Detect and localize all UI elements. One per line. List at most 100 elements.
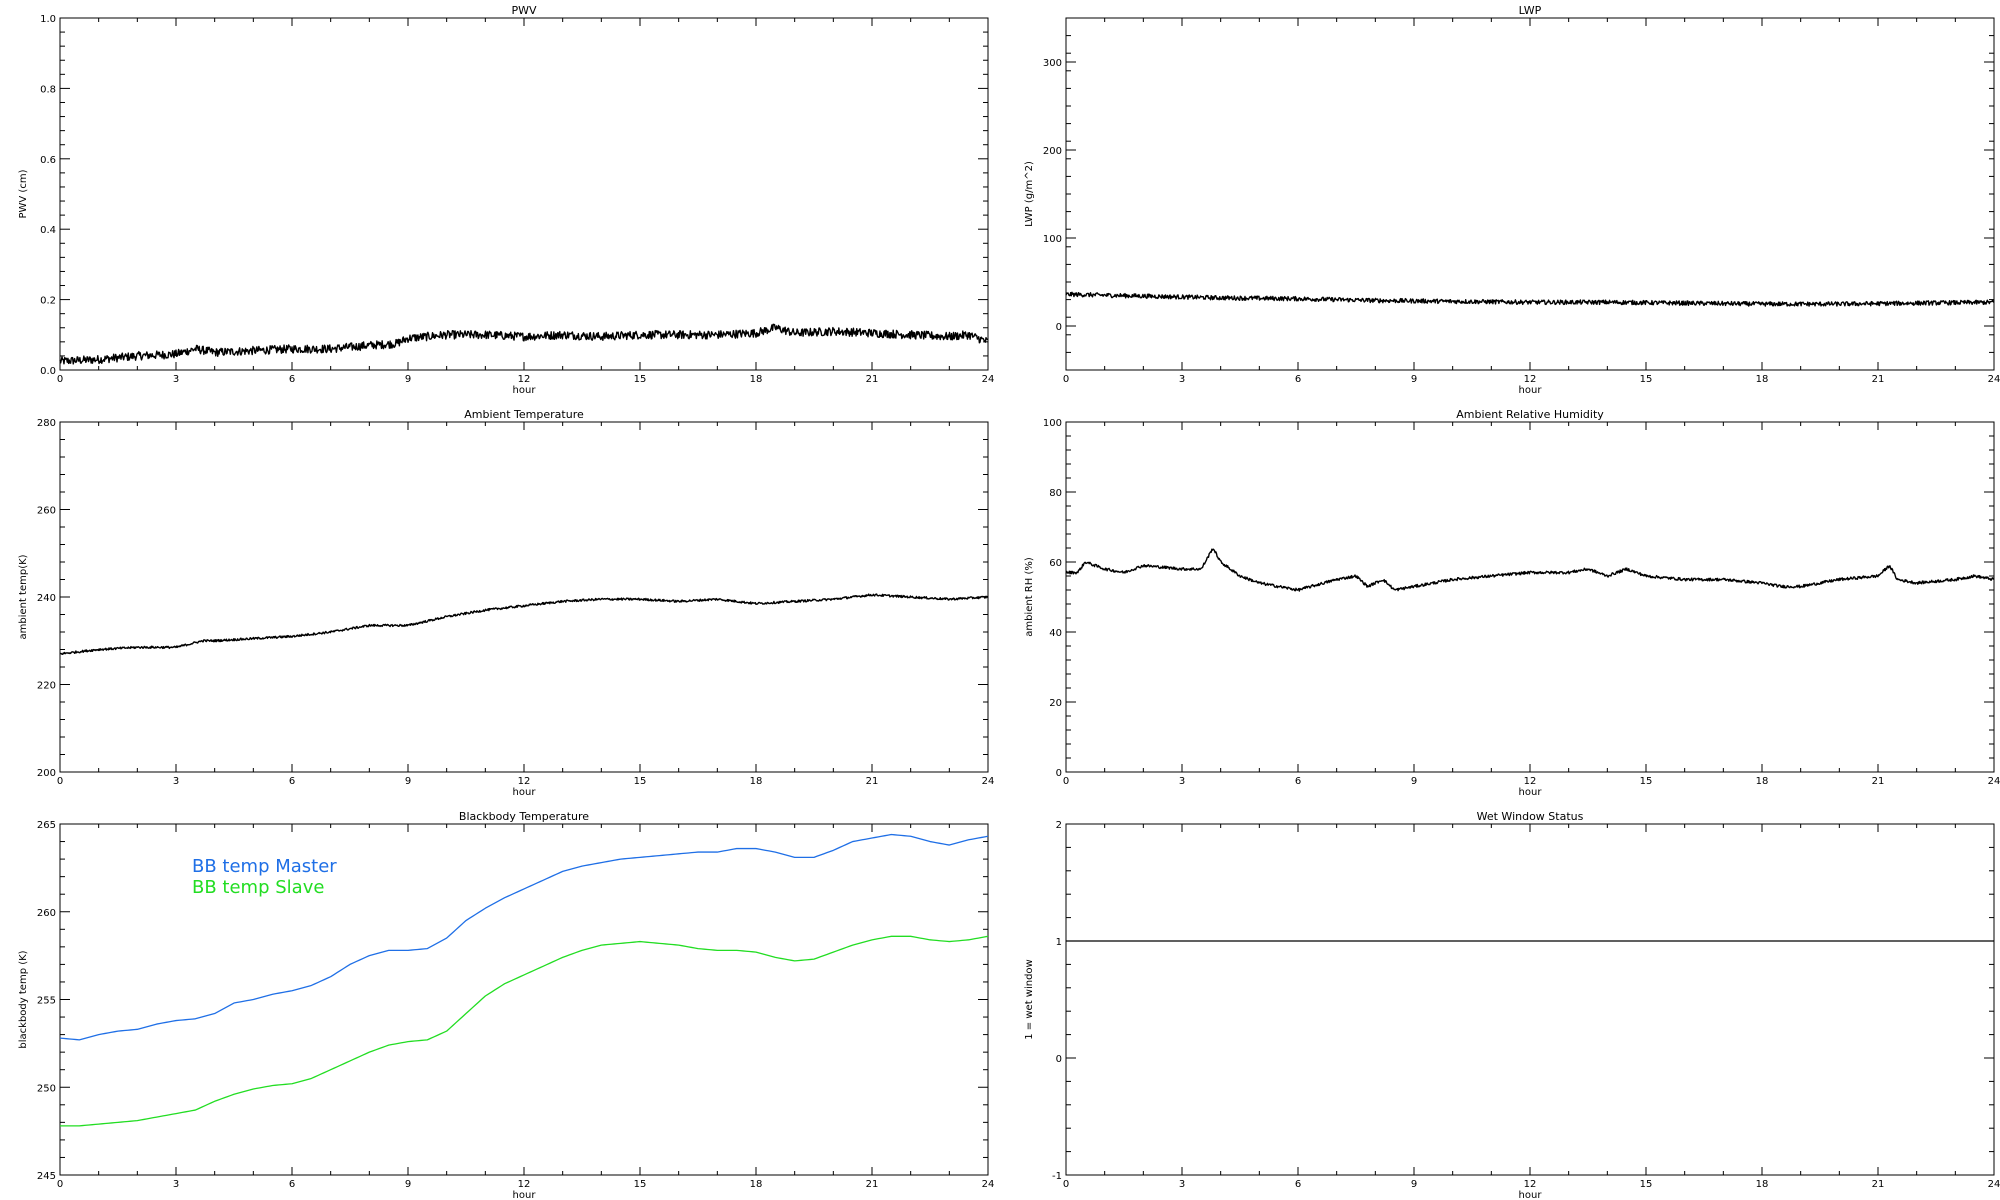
blackbody-temperature-y-axis-label: blackbody temp (K) [18,950,29,1048]
pwv-y-tick-label: 0.4 [40,225,56,236]
ambient-temperature-x-tick-label: 24 [982,776,995,787]
ambient-relative-humidity-x-tick-label: 21 [1872,776,1885,787]
ambient-temperature-y-tick-label: 280 [37,418,56,429]
ambient-temperature-x-tick-label: 18 [750,776,763,787]
pwv-y-tick-label: 0.8 [40,84,56,95]
lwp-x-tick-label: 0 [1063,374,1069,385]
pwv-x-tick-label: 15 [634,374,647,385]
ambient-relative-humidity-x-tick-label: 3 [1179,776,1185,787]
ambient-relative-humidity-y-tick-label: 20 [1049,698,1062,709]
ambient-temperature-y-tick-label: 220 [37,681,56,692]
lwp-x-tick-label: 15 [1640,374,1653,385]
wet-window-status-y-tick-label: 2 [1056,820,1062,831]
pwv-y-tick-label: 0.6 [40,155,56,166]
wet-window-status-x-axis-label: hour [1519,1190,1543,1200]
lwp-x-tick-label: 9 [1411,374,1417,385]
wet-window-status-x-tick-label: 6 [1295,1179,1301,1190]
ambient-relative-humidity-x-tick-label: 15 [1640,776,1653,787]
lwp-x-tick-label: 18 [1756,374,1769,385]
wet-window-status-plot-frame [1065,823,1995,1176]
lwp-y-tick-label: 300 [1043,58,1062,69]
ambient-temperature-x-axis-label: hour [513,787,537,798]
pwv-x-tick-label: 9 [405,374,411,385]
wet-window-status-title: Wet Window Status [1477,810,1584,823]
ambient-relative-humidity-x-tick-label: 6 [1295,776,1301,787]
pwv-x-tick-label: 21 [866,374,879,385]
ambient-relative-humidity-y-tick-label: 80 [1049,488,1062,499]
blackbody-temperature-y-tick-label: 260 [37,908,56,919]
pwv-series-0-line [59,323,989,365]
ambient-relative-humidity-x-tick-label: 18 [1756,776,1769,787]
lwp-x-tick-label: 21 [1872,374,1885,385]
ambient-temperature-title: Ambient Temperature [464,408,584,421]
pwv-x-tick-label: 6 [289,374,295,385]
ambient-temperature-series-0-line [59,593,989,656]
pwv-title: PWV [511,4,537,17]
wet-window-status-x-tick-label: 9 [1411,1179,1417,1190]
ambient-relative-humidity-y-tick-label: 0 [1056,768,1062,779]
lwp-y-tick-label: 200 [1043,146,1062,157]
blackbody-temperature-y-tick-label: 250 [37,1083,56,1094]
lwp-chart: LWP 0 3 6 9 12 15 18 21 24 hour 0 100 200 300 LWP (g/m^… [1024,4,2000,396]
ambient-temperature-x-tick-label: 12 [518,776,531,787]
pwv-x-tick-label: 12 [518,374,531,385]
lwp-title: LWP [1519,4,1542,17]
pwv-x-axis-label: hour [513,385,537,396]
ambient-temperature-x-tick-label: 9 [405,776,411,787]
blackbody-temperature-x-tick-label: 9 [405,1179,411,1190]
ambient-temperature-x-tick-label: 0 [57,776,63,787]
blackbody-temperature-y-tick-label: 245 [37,1171,56,1182]
lwp-y-tick-label: 0 [1056,322,1062,333]
blackbody-temperature-x-tick-label: 3 [173,1179,179,1190]
wet-window-status-x-tick-label: 3 [1179,1179,1185,1190]
wet-window-status-x-tick-label: 18 [1756,1179,1769,1190]
ambient-relative-humidity-x-tick-label: 0 [1063,776,1069,787]
pwv-x-tick-label: 0 [57,374,63,385]
blackbody-temperature-y-tick-label: 255 [37,996,56,1007]
blackbody-temperature-x-tick-label: 24 [982,1179,995,1190]
pwv-x-tick-label: 3 [173,374,179,385]
blackbody-temperature-x-tick-label: 18 [750,1179,763,1190]
blackbody-temperature-x-tick-label: 15 [634,1179,647,1190]
wet-window-status-y-axis-label: 1 = wet window [1024,959,1035,1039]
wet-window-status-x-tick-label: 0 [1063,1179,1069,1190]
blackbody-temperature-x-tick-label: 12 [518,1179,531,1190]
lwp-y-tick-label: 100 [1043,234,1062,245]
blackbody-temperature-legend-bb-temp-slave: BB temp Slave [192,877,324,898]
ambient-temperature-y-axis-label: ambient temp(K) [18,554,29,639]
blackbody-temperature-x-tick-label: 6 [289,1179,295,1190]
blackbody-temperature-legend-bb-temp-master: BB temp Master [192,856,337,877]
ambient-relative-humidity-series-0-line [1065,548,1995,592]
blackbody-temperature-y-tick-label: 265 [37,820,56,831]
ambient-temperature-x-tick-label: 3 [173,776,179,787]
pwv-x-tick-label: 24 [982,374,995,385]
wet-window-status-x-tick-label: 15 [1640,1179,1653,1190]
pwv-x-tick-label: 18 [750,374,763,385]
ambient-relative-humidity-x-tick-label: 24 [1988,776,2000,787]
ambient-relative-humidity-chart: Ambient Relative Humidity 0 3 6 9 12 15 18 21 24 h… [1024,408,2000,798]
ambient-relative-humidity-x-tick-label: 12 [1524,776,1537,787]
ambient-relative-humidity-y-axis-label: ambient RH (%) [1024,557,1035,637]
ambient-temperature-y-tick-label: 260 [37,506,56,517]
lwp-series-0-line [1065,291,1995,307]
ambient-temperature-y-tick-label: 240 [37,593,56,604]
blackbody-temperature-x-tick-label: 0 [57,1179,63,1190]
wet-window-status-x-tick-label: 21 [1872,1179,1885,1190]
blackbody-temperature-x-axis-label: hour [513,1190,537,1200]
ambient-relative-humidity-x-tick-label: 9 [1411,776,1417,787]
ambient-relative-humidity-title: Ambient Relative Humidity [1456,408,1604,421]
pwv-chart: PWV 0 3 6 9 12 15 18 21 24 hour 0.0 0.2 0.4 0.6 0.8 1.0 P… [18,4,994,396]
pwv-y-tick-label: 1.0 [40,14,56,25]
ambient-temperature-chart: Ambient Temperature 0 3 6 9 12 15 18 21 24 hour 200… [18,408,994,798]
ambient-temperature-x-tick-label: 21 [866,776,879,787]
ambient-relative-humidity-y-tick-label: 60 [1049,558,1062,569]
lwp-x-tick-label: 24 [1988,374,2000,385]
blackbody-temperature-title: Blackbody Temperature [459,810,589,823]
blackbody-temperature-series-bb-temp-slave-line [60,935,989,1127]
ambient-relative-humidity-plot-frame [1065,421,1995,773]
wet-window-status-x-tick-label: 24 [1988,1179,2000,1190]
lwp-x-tick-label: 3 [1179,374,1185,385]
pwv-y-axis-label: PWV (cm) [18,169,29,218]
